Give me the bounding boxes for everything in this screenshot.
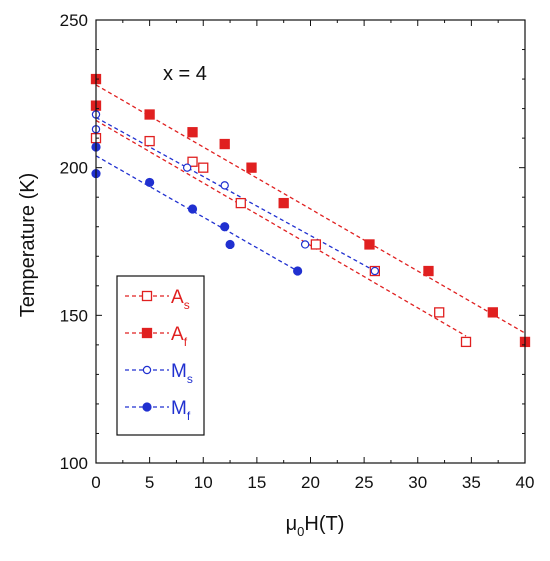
point-mf xyxy=(187,204,198,214)
x-tick-label: 15 xyxy=(247,473,266,492)
point-as xyxy=(198,162,209,173)
y-tick-label: 150 xyxy=(60,306,88,325)
x-axis-title: μ0H(T) xyxy=(286,513,345,539)
legend: As Af Ms Mf xyxy=(116,275,205,436)
point-af xyxy=(187,127,198,138)
legend-marker-mf xyxy=(142,402,152,412)
point-af xyxy=(246,162,257,173)
point-af xyxy=(219,138,230,150)
x-axis-title-rest: H(T) xyxy=(304,513,344,535)
annotation-label: x = 4 xyxy=(163,63,207,85)
y-tick-label: 100 xyxy=(60,454,88,473)
point-mf xyxy=(220,222,230,232)
point-af xyxy=(364,239,375,250)
x-tick-label: 30 xyxy=(408,473,427,492)
point-ms xyxy=(370,266,380,276)
x-tick-label: 0 xyxy=(91,473,100,492)
x-axis-title-main: μ xyxy=(286,513,298,535)
legend-box xyxy=(116,275,205,436)
x-axis-title-sub: 0 xyxy=(297,524,304,539)
point-mf xyxy=(225,239,235,250)
fit-line-ms xyxy=(95,116,376,272)
point-af xyxy=(144,109,155,120)
legend-marker-af xyxy=(141,327,153,339)
fit-lines xyxy=(95,84,526,337)
legend-label-mf: Mf xyxy=(171,398,191,423)
x-tick-label: 40 xyxy=(516,473,535,492)
legend-marker-as xyxy=(141,290,153,302)
x-tick-label: 10 xyxy=(194,473,213,492)
y-tick-label: 250 xyxy=(60,11,88,30)
legend-marker-ms xyxy=(142,365,152,375)
point-af xyxy=(487,307,498,318)
x-tick-label: 35 xyxy=(462,473,481,492)
x-tick-label: 5 xyxy=(145,473,154,492)
fit-line-af xyxy=(95,84,526,334)
point-ms xyxy=(220,181,229,190)
point-ms xyxy=(300,240,310,249)
point-as xyxy=(460,336,472,348)
y-tick-label: 200 xyxy=(60,159,88,178)
point-mf xyxy=(145,177,155,188)
point-as xyxy=(144,135,155,147)
point-af xyxy=(278,197,289,209)
point-af xyxy=(423,265,434,277)
x-tick-label: 20 xyxy=(301,473,320,492)
y-axis-title: Temperature (K) xyxy=(17,173,39,318)
legend-label-af: Af xyxy=(171,324,188,349)
point-as xyxy=(434,307,445,318)
fit-line-as xyxy=(95,119,467,337)
point-as xyxy=(310,239,322,250)
fit-line-mf xyxy=(95,155,298,272)
point-as xyxy=(235,197,246,209)
point-as xyxy=(187,156,198,167)
legend-label-as: As xyxy=(171,287,190,312)
axis-ticks: 0 5 10 15 20 25 30 35 40 100 150 200 250 xyxy=(60,11,535,492)
point-mf xyxy=(293,266,303,276)
x-tick-label: 25 xyxy=(355,473,374,492)
point-ms xyxy=(182,163,192,172)
legend-label-ms: Ms xyxy=(171,361,193,386)
data-points xyxy=(90,73,531,348)
